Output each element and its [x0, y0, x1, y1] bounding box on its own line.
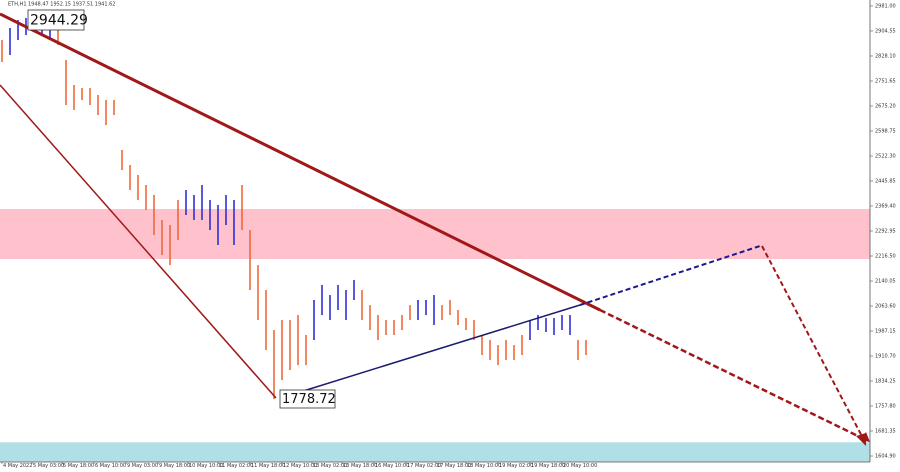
- chart-title: ETH,H1: [8, 2, 27, 8]
- x-tick-label: 12 May 10:00: [283, 463, 317, 468]
- x-tick-label: 11 May 18:00: [251, 463, 285, 468]
- zone: [0, 442, 870, 462]
- x-tick-label: 10 May 10:00: [189, 463, 223, 468]
- x-tick-label: 20 May 10:00: [563, 463, 597, 468]
- y-tick-label: 2981.00: [875, 3, 896, 9]
- x-tick-label: 19 May 02:00: [499, 463, 533, 468]
- y-tick-label: 1604.90: [875, 454, 896, 460]
- y-tick-label: 2292.95: [875, 229, 896, 235]
- x-tick-label: 5 May 03:00: [33, 463, 64, 468]
- y-tick-label: 1834.25: [875, 379, 896, 385]
- annotation-box: [27, 9, 85, 31]
- annotation: 1778.72: [282, 392, 336, 407]
- y-tick-label: 2522.30: [875, 153, 896, 159]
- trend-line: [0, 12, 601, 312]
- x-tick-label: 16 May 10:00: [375, 463, 409, 468]
- x-tick-label: 17 May 18:00: [437, 463, 471, 468]
- x-tick-label: 18 May 10:00: [467, 463, 501, 468]
- y-tick-label: 2063.60: [875, 304, 896, 310]
- trend-line-projection: [599, 308, 867, 442]
- y-tick-label: 2140.05: [875, 279, 896, 285]
- x-tick-label: 6 May 10:00: [95, 463, 126, 468]
- forecast-line: [761, 245, 867, 445]
- x-tick-label: 19 May 18:00: [531, 463, 565, 468]
- chart-subtitle: 1948.47 1952.15 1937.51 1941.62: [28, 2, 115, 8]
- x-tick-label: 13 May 02:00: [313, 463, 347, 468]
- y-tick-label: 1987.15: [875, 329, 896, 335]
- y-tick-label: 2828.10: [875, 53, 896, 59]
- annotation-box: [279, 389, 336, 409]
- x-tick-label: 9 May 18:00: [159, 463, 190, 468]
- annotation: 2944.29: [30, 13, 88, 29]
- y-tick-label: 2216.50: [875, 254, 896, 260]
- zone: [0, 209, 870, 260]
- channel-line: [299, 304, 581, 393]
- y-tick-label: 1910.70: [875, 354, 896, 360]
- y-tick-label: 1757.80: [875, 404, 896, 410]
- x-tick-label: 17 May 02:00: [407, 463, 441, 468]
- x-tick-label: 9 May 03:00: [127, 463, 158, 468]
- y-tick-label: 2369.40: [875, 203, 896, 209]
- x-tick-label: 11 May 02:00: [219, 463, 253, 468]
- y-tick-label: 2445.85: [875, 178, 896, 184]
- y-tick-label: 2598.75: [875, 128, 896, 134]
- y-tick-label: 2675.20: [875, 103, 896, 109]
- y-tick-label: 1681.35: [875, 429, 896, 435]
- wave-line: [0, 84, 277, 399]
- arrow-head: [860, 432, 870, 442]
- x-tick-label: 4 May 2022: [3, 463, 32, 468]
- x-tick-label: 13 May 18:00: [343, 463, 377, 468]
- x-tick-label: 5 May 18:00: [63, 463, 94, 468]
- y-tick-label: 2751.65: [875, 78, 896, 84]
- y-tick-label: 2904.55: [875, 28, 896, 34]
